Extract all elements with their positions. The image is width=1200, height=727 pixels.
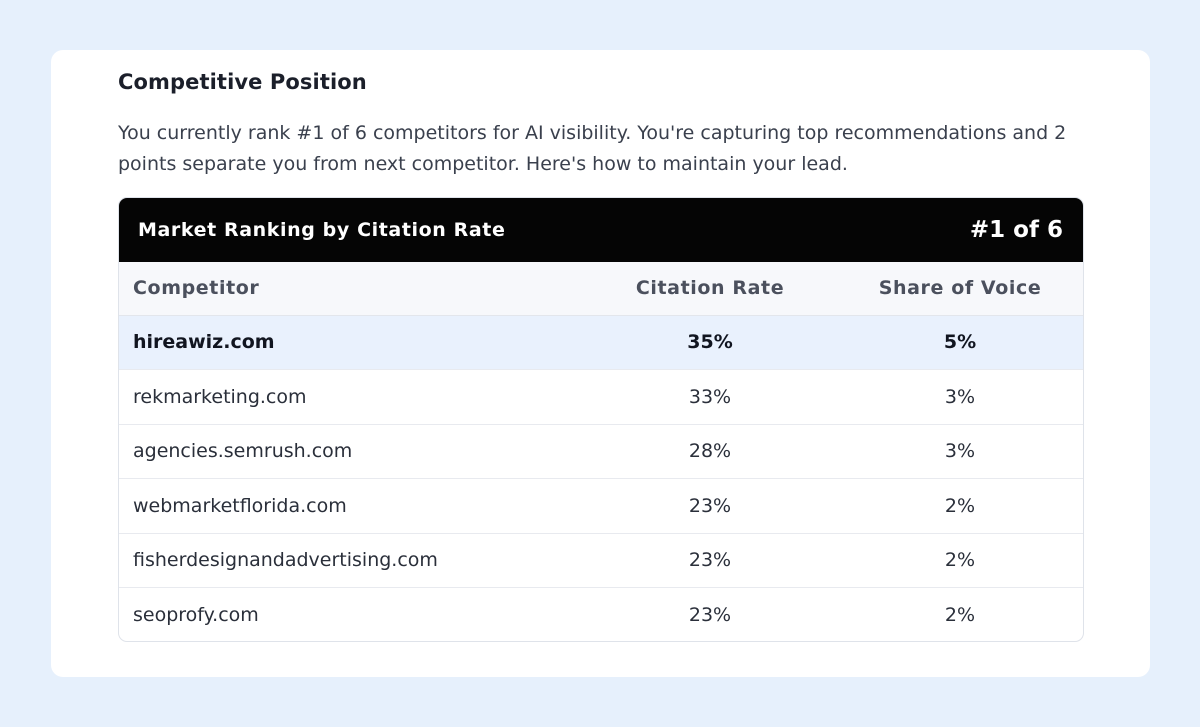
table-row: seoprofy.com 23% 2%	[119, 588, 1083, 642]
citation-rate-cell: 23%	[688, 604, 732, 626]
table-title: Market Ranking by Citation Rate	[138, 219, 506, 241]
section-summary: You currently rank #1 of 6 competitors f…	[118, 122, 1067, 175]
column-header-competitor[interactable]: Competitor	[119, 262, 585, 316]
market-ranking-table: Market Ranking by Citation Rate #1 of 6 …	[118, 197, 1084, 642]
table-header-bar: Market Ranking by Citation Rate #1 of 6	[119, 198, 1083, 262]
share-of-voice-cell: 3%	[835, 424, 1083, 479]
column-header-share-of-voice[interactable]: Share of Voice	[835, 262, 1083, 316]
section-title: Competitive Position	[118, 70, 367, 94]
citation-rate-cell: 23%	[585, 478, 835, 534]
ranking-table-body: hireawiz.com 35% 5% rekmarketing.com 33% 3% ag…	[119, 315, 1083, 642]
share-of-voice-cell: 5%	[835, 315, 1083, 370]
table-row: webmarketflorida.com 23% 2%	[119, 478, 1083, 534]
competitor-cell: rekmarketing.com	[119, 369, 585, 425]
table-row: fisherdesignandadvertising.com 23% 2%	[119, 533, 1083, 588]
competitor-cell: fisherdesignandadvertising.com	[119, 533, 585, 588]
competitor-cell: webmarketflorida.com	[119, 478, 585, 534]
table-row: rekmarketing.com 33% 3%	[119, 369, 1083, 425]
competitor-cell: seoprofy.com	[133, 604, 259, 626]
share-of-voice-cell: 3%	[835, 369, 1083, 425]
rank-badge: #1 of 6	[969, 217, 1063, 243]
share-of-voice-cell: 2%	[835, 478, 1083, 534]
competitor-cell: agencies.semrush.com	[119, 424, 585, 479]
column-header-row: Competitor Citation Rate Share of Voice	[119, 262, 1083, 316]
table-row: hireawiz.com 35% 5%	[119, 315, 1083, 370]
citation-rate-cell: 35%	[585, 315, 835, 370]
column-header-citation-rate[interactable]: Citation Rate	[585, 262, 835, 316]
table-row: agencies.semrush.com 28% 3%	[119, 424, 1083, 479]
share-of-voice-cell: 2%	[944, 604, 976, 626]
citation-rate-cell: 28%	[585, 424, 835, 479]
competitive-position-card: Competitive Position You currently rank …	[51, 50, 1150, 677]
citation-rate-cell: 23%	[585, 533, 835, 588]
citation-rate-cell: 33%	[585, 369, 835, 425]
competitor-cell: hireawiz.com	[119, 315, 585, 370]
share-of-voice-cell: 2%	[835, 533, 1083, 588]
ranking-table: Competitor Citation Rate Share of Voice …	[119, 262, 1083, 642]
